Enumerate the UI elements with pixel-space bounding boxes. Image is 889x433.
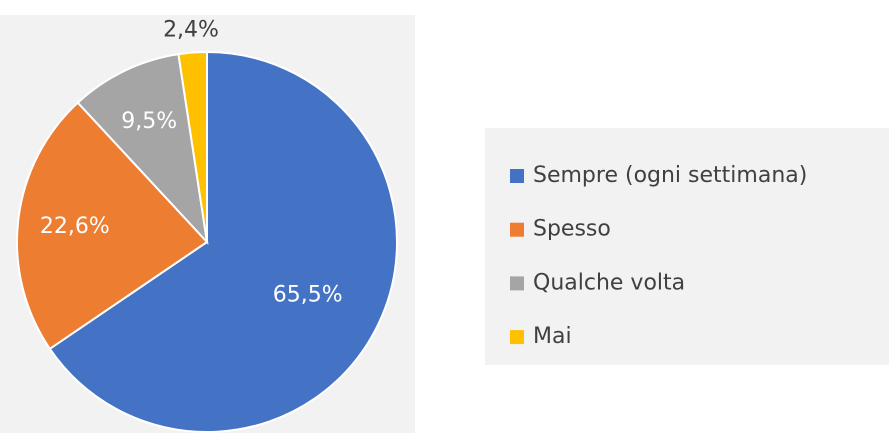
legend-label: Mai: [533, 324, 572, 349]
legend-swatch: [510, 330, 524, 345]
legend-swatch: [510, 169, 524, 183]
pie-slice: [177, 50, 208, 243]
legend-label: Sempre (ogni settimana): [533, 163, 807, 188]
data-label: 65,5%: [273, 282, 343, 307]
data-label: 9,5%: [121, 109, 177, 134]
data-label: 22,6%: [40, 214, 110, 239]
pie-slice: [16, 101, 209, 351]
pie-slice: [76, 53, 209, 246]
legend-swatch: [510, 222, 524, 237]
legend-label: Spesso: [533, 217, 611, 242]
legend-panel: [485, 128, 889, 365]
data-label: 2,4%: [163, 18, 219, 43]
legend-swatch: [510, 276, 524, 291]
pie-slice: [48, 50, 398, 433]
legend-label: Qualche volta: [533, 270, 685, 295]
